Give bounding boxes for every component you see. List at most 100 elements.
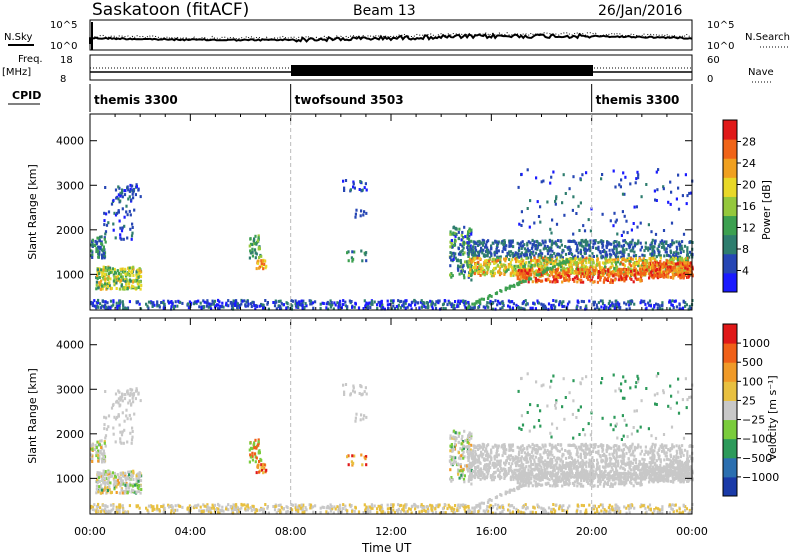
power-cell bbox=[594, 241, 597, 245]
power-cell bbox=[520, 241, 523, 245]
power-cell bbox=[449, 264, 452, 268]
power-cell bbox=[520, 210, 523, 214]
power-cell bbox=[479, 249, 482, 253]
power-cell bbox=[523, 247, 526, 251]
power-cell bbox=[330, 301, 333, 305]
power-cell bbox=[554, 280, 557, 284]
power-cell bbox=[468, 257, 472, 261]
power-cell bbox=[634, 271, 637, 275]
power-cell bbox=[518, 270, 522, 274]
power-cell bbox=[122, 237, 125, 241]
power-cell bbox=[522, 253, 525, 257]
power-cell bbox=[653, 266, 656, 270]
power-cell bbox=[651, 269, 654, 273]
velocity-cell bbox=[529, 459, 532, 463]
power-cell bbox=[651, 263, 654, 267]
velocity-cell bbox=[573, 444, 576, 448]
power-cell bbox=[572, 232, 575, 236]
power-cell bbox=[649, 252, 652, 256]
velocity-cell bbox=[471, 455, 474, 459]
velocity-cell bbox=[583, 456, 586, 460]
power-cell bbox=[347, 250, 350, 254]
power-cell bbox=[527, 249, 530, 253]
power-cell bbox=[460, 265, 463, 268]
velocity-cell bbox=[668, 458, 671, 462]
power-cell bbox=[279, 299, 282, 303]
velocity-cell bbox=[109, 481, 112, 485]
power-cell bbox=[560, 268, 563, 272]
velocity-cell bbox=[664, 454, 667, 458]
power-cell bbox=[538, 268, 541, 272]
velocity-cell bbox=[128, 478, 131, 482]
power-cell bbox=[121, 207, 124, 211]
power-cell bbox=[527, 256, 530, 260]
power-cell bbox=[677, 264, 680, 268]
power-cell bbox=[523, 243, 526, 247]
power-cell bbox=[361, 259, 364, 263]
power-cell bbox=[279, 307, 282, 311]
velocity-cell bbox=[120, 479, 123, 483]
power-cell bbox=[476, 250, 479, 254]
power-cell bbox=[627, 268, 630, 272]
velocity-cell bbox=[622, 443, 625, 447]
power-cell bbox=[508, 250, 511, 254]
power-cell bbox=[550, 231, 553, 235]
power-cell bbox=[520, 271, 523, 275]
power-cell bbox=[639, 270, 642, 274]
power-cell bbox=[639, 278, 642, 282]
power-cell bbox=[655, 302, 658, 306]
power-cell bbox=[556, 272, 559, 276]
power-cell bbox=[575, 305, 578, 309]
power-cell bbox=[557, 274, 560, 278]
power-cell bbox=[491, 302, 494, 305]
velocity-cell bbox=[622, 447, 626, 451]
power-cell bbox=[564, 252, 568, 256]
power-cell bbox=[350, 300, 353, 303]
velocity-cell bbox=[452, 462, 455, 465]
power-cell bbox=[479, 263, 482, 267]
power-cell bbox=[109, 271, 112, 274]
velocity-cell bbox=[688, 459, 691, 463]
velocity-cell bbox=[257, 438, 260, 442]
power-cell bbox=[481, 238, 484, 242]
freq-band bbox=[291, 65, 593, 76]
power-cell bbox=[655, 274, 658, 278]
power-cell bbox=[584, 242, 588, 246]
power-cell bbox=[519, 244, 522, 248]
power-cell bbox=[583, 266, 586, 270]
power-cell bbox=[294, 304, 298, 307]
velocity-cell bbox=[249, 455, 252, 459]
power-cell bbox=[524, 262, 527, 266]
velocity-cell bbox=[579, 452, 582, 456]
power-cell bbox=[632, 262, 635, 266]
power-cell bbox=[107, 266, 110, 270]
power-cell bbox=[108, 272, 111, 276]
power-cell bbox=[633, 260, 636, 264]
power-cell bbox=[250, 305, 253, 308]
power-cell bbox=[571, 277, 574, 281]
power-cell bbox=[113, 277, 116, 281]
power-cell bbox=[539, 249, 542, 253]
velocity-cell bbox=[113, 481, 116, 485]
power-cell bbox=[485, 254, 488, 258]
power-cell bbox=[601, 244, 605, 248]
power-cell bbox=[615, 218, 618, 222]
power-cell bbox=[683, 257, 686, 261]
power-cell bbox=[587, 218, 590, 222]
power-cell bbox=[118, 306, 121, 310]
power-cell bbox=[353, 305, 356, 309]
power-cell bbox=[645, 267, 648, 271]
velocity-cell bbox=[129, 431, 132, 435]
power-cell bbox=[490, 254, 493, 258]
power-cell bbox=[619, 262, 622, 266]
power-cell bbox=[547, 260, 550, 264]
velocity-cell bbox=[135, 474, 138, 478]
power-cell bbox=[671, 239, 674, 243]
power-cell bbox=[602, 280, 605, 284]
power-cell bbox=[206, 304, 209, 308]
power-cell bbox=[98, 272, 101, 276]
power-cell bbox=[176, 304, 179, 308]
noise-left-top: 10^5 bbox=[50, 20, 77, 31]
velocity-cell bbox=[118, 491, 121, 495]
power-cell bbox=[632, 280, 635, 284]
